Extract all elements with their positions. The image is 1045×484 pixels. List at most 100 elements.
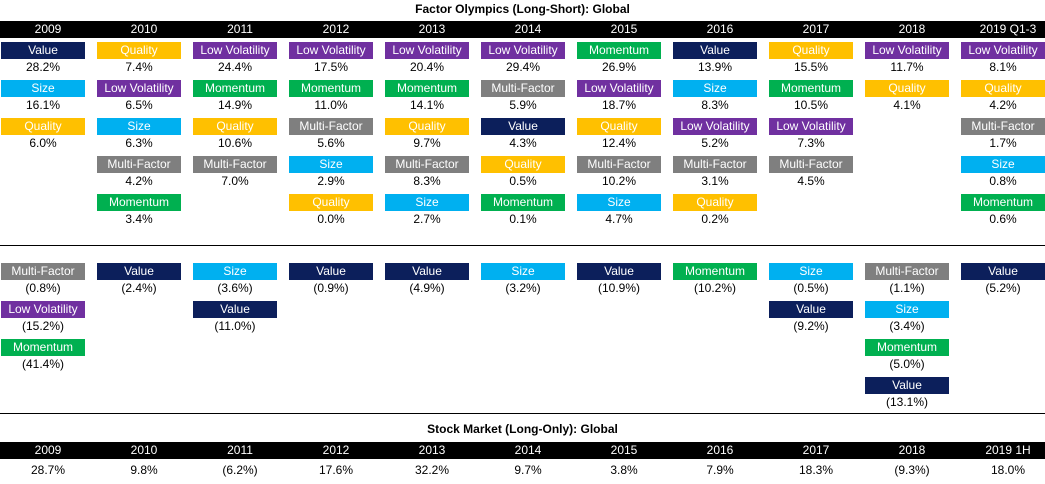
market-return-2019-1h: 18.0% (990, 463, 1026, 477)
positive-return-value: 10.2% (601, 174, 637, 188)
positive-return-value: 6.0% (29, 136, 57, 150)
factor-badge-size: Size (577, 194, 661, 211)
factor-badge-value: Value (865, 377, 949, 394)
negative-return-value: (10.2%) (693, 281, 737, 295)
factor-badge-size: Size (97, 118, 181, 135)
factor-badge-low-volatility: Low Volatility (961, 42, 1045, 59)
negative-return-value: (41.4%) (21, 357, 65, 371)
year-label-2019-1h: 2019 1H (985, 443, 1031, 457)
positive-return-value: 10.6% (217, 136, 253, 150)
market-return-2015: 3.8% (610, 463, 638, 477)
positive-return-value: 5.9% (509, 98, 537, 112)
positive-return-value: 7.4% (125, 60, 153, 74)
factor-badge-value: Value (97, 263, 181, 280)
positive-return-value: 1.7% (989, 136, 1017, 150)
factor-badge-momentum: Momentum (865, 339, 949, 356)
positive-return-value: 9.7% (413, 136, 441, 150)
year-label-2012: 2012 (322, 22, 350, 36)
factor-badge-value: Value (577, 263, 661, 280)
year-label-2019-q1-3: 2019 Q1-3 (979, 22, 1037, 36)
factor-badge-quality: Quality (865, 80, 949, 97)
factor-badge-size: Size (769, 263, 853, 280)
year-label-2015: 2015 (610, 22, 638, 36)
positive-return-value: 14.1% (409, 98, 445, 112)
market-return-2014: 9.7% (514, 463, 542, 477)
year-label-2016: 2016 (706, 22, 734, 36)
factor-year-header: 2009 2010 2011 2012 2013 2014 2015 2016 2017 2018… (0, 21, 1045, 38)
positive-return-value: 8.3% (701, 98, 729, 112)
year-label-2018: 2018 (898, 443, 926, 457)
year-label-2016: 2016 (706, 443, 734, 457)
positive-return-value: 0.0% (317, 212, 345, 226)
factor-badge-low-volatility: Low Volatility (193, 42, 277, 59)
positive-return-value: 4.1% (893, 98, 921, 112)
factor-badge-quality: Quality (481, 156, 565, 173)
positive-return-value: 2.9% (317, 174, 345, 188)
factor-badge-momentum: Momentum (385, 80, 469, 97)
positive-return-value: 28.2% (25, 60, 61, 74)
positive-return-value: 20.4% (409, 60, 445, 74)
positive-return-value: 5.2% (701, 136, 729, 150)
factor-badge-low-volatility: Low Volatility (577, 80, 661, 97)
factor-badge-multi-factor: Multi-Factor (673, 156, 757, 173)
positive-return-value: 0.5% (509, 174, 537, 188)
factor-badge-quality: Quality (193, 118, 277, 135)
factor-badge-momentum: Momentum (193, 80, 277, 97)
factor-badge-momentum: Momentum (961, 194, 1045, 211)
positive-return-value: 13.9% (697, 60, 733, 74)
positive-return-value: 17.5% (313, 60, 349, 74)
year-label-2017: 2017 (802, 22, 830, 36)
positive-return-value: 18.7% (601, 98, 637, 112)
factor-badge-low-volatility: Low Volatility (385, 42, 469, 59)
factor-badge-value: Value (961, 263, 1045, 280)
market-year-header: 2009 2010 2011 2012 2013 2014 2015 2016 2017 2018… (0, 442, 1045, 459)
year-label-2011: 2011 (227, 443, 253, 457)
factor-badge-quality: Quality (769, 42, 853, 59)
market-return-2009: 28.7% (30, 463, 66, 477)
positive-return-value: 16.1% (25, 98, 61, 112)
factor-badge-quality: Quality (961, 80, 1045, 97)
positive-return-value: 3.4% (125, 212, 153, 226)
negative-return-value: (11.0%) (214, 319, 256, 333)
factor-title: Factor Olympics (Long-Short): Global (415, 2, 630, 16)
market-return-2013: 32.2% (414, 463, 450, 477)
negative-return-value: (1.1%) (889, 281, 925, 295)
factor-badge-value: Value (193, 301, 277, 318)
year-label-2011: 2011 (227, 22, 253, 36)
positive-return-value: 7.3% (797, 136, 825, 150)
factor-badge-multi-factor: Multi-Factor (385, 156, 469, 173)
negative-return-value: (5.0%) (889, 357, 925, 371)
factor-badge-low-volatility: Low Volatility (769, 118, 853, 135)
factor-badge-size: Size (385, 194, 469, 211)
year-label-2014: 2014 (514, 22, 542, 36)
factor-badge-momentum: Momentum (481, 194, 565, 211)
factor-badge-multi-factor: Multi-Factor (289, 118, 373, 135)
factor-badge-multi-factor: Multi-Factor (577, 156, 661, 173)
positive-return-value: 14.9% (217, 98, 253, 112)
positive-return-value: 26.9% (601, 60, 637, 74)
factor-badge-momentum: Momentum (1, 339, 85, 356)
market-return-2011: (6.2%) (222, 463, 258, 477)
factor-badge-quality: Quality (1, 118, 85, 135)
factor-badge-multi-factor: Multi-Factor (1, 263, 85, 280)
positive-return-value: 11.7% (890, 60, 924, 74)
year-label-2009: 2009 (34, 443, 62, 457)
factor-badge-quality: Quality (97, 42, 181, 59)
market-return-2017: 18.3% (798, 463, 834, 477)
factor-badge-value: Value (1, 42, 85, 59)
market-return-2016: 7.9% (706, 463, 734, 477)
factor-badge-value: Value (481, 118, 565, 135)
positive-return-value: 4.7% (605, 212, 633, 226)
factor-badge-momentum: Momentum (673, 263, 757, 280)
factor-badge-momentum: Momentum (289, 80, 373, 97)
negative-return-value: (3.2%) (505, 281, 541, 295)
positive-return-value: 3.1% (701, 174, 729, 188)
factor-badge-size: Size (289, 156, 373, 173)
factor-badge-size: Size (1, 80, 85, 97)
positive-return-value: 11.0% (314, 98, 348, 112)
section-divider (0, 413, 1045, 414)
positive-return-value: 0.8% (989, 174, 1017, 188)
positive-return-value: 0.1% (509, 212, 537, 226)
factor-badge-value: Value (289, 263, 373, 280)
year-label-2009: 2009 (34, 22, 62, 36)
